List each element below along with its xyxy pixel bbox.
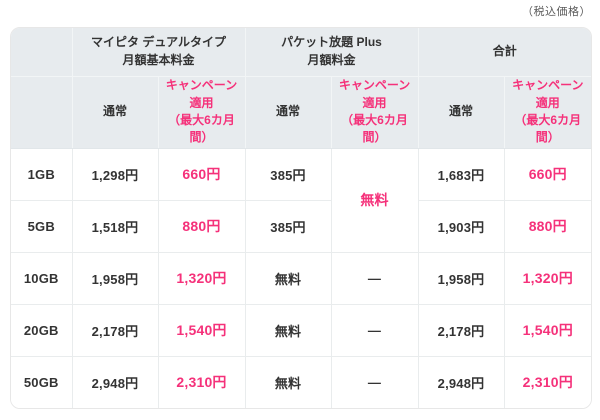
- packet-normal-cell: 385円: [245, 200, 332, 253]
- mypita-campaign-cell: 1,320円: [158, 252, 246, 305]
- total-campaign-cell: 880円: [504, 200, 591, 253]
- packet-campaign-merged-cell: 無料: [331, 148, 419, 253]
- mypita-campaign-cell: 1,540円: [158, 304, 246, 357]
- packet-normal-cell: 385円: [245, 148, 332, 201]
- plan-cell: 50GB: [11, 356, 73, 408]
- subheader-packet-campaign: キャンペーン 適用 （最大6カ月 間）: [331, 76, 419, 149]
- packet-campaign-cell: —: [331, 356, 419, 408]
- table-row-1gb: 1GB 1,298円 660円 385円 無料 1,683円 660円: [11, 148, 591, 253]
- group-header-total: 合計: [418, 28, 591, 77]
- mypita-campaign-cell: 660円: [158, 148, 246, 201]
- sub-header-row: 通常 キャンペーン 適用 （最大6カ月 間） 通常 キャンペーン 適用 （最大6…: [11, 76, 591, 149]
- packet-normal-cell: 無料: [245, 356, 332, 408]
- corner-cell-2: [11, 76, 73, 149]
- subheader-packet-normal: 通常: [245, 76, 332, 149]
- plan-cell: 20GB: [11, 304, 73, 357]
- total-normal-cell: 1,958円: [418, 252, 505, 305]
- total-campaign-cell: 660円: [504, 148, 591, 201]
- total-campaign-cell: 1,320円: [504, 252, 591, 305]
- table-row-20gb: 20GB 2,178円 1,540円 無料 — 2,178円 1,540円: [11, 304, 591, 357]
- total-normal-cell: 1,903円: [418, 200, 505, 253]
- subheader-mypita-campaign: キャンペーン 適用 （最大6カ月 間）: [158, 76, 246, 149]
- mypita-normal-cell: 2,178円: [72, 304, 159, 357]
- packet-campaign-cell: —: [331, 304, 419, 357]
- pricing-table: マイピタ デュアルタイプ 月額基本料金 パケット放題 Plus 月額料金 合計 …: [11, 28, 591, 408]
- plan-cell: 10GB: [11, 252, 73, 305]
- packet-normal-cell: 無料: [245, 252, 332, 305]
- total-campaign-cell: 2,310円: [504, 356, 591, 408]
- group-header-row: マイピタ デュアルタイプ 月額基本料金 パケット放題 Plus 月額料金 合計: [11, 28, 591, 77]
- mypita-campaign-cell: 880円: [158, 200, 246, 253]
- table-row-50gb: 50GB 2,948円 2,310円 無料 — 2,948円 2,310円: [11, 356, 591, 408]
- corner-cell: [11, 28, 73, 77]
- group-header-mypita: マイピタ デュアルタイプ 月額基本料金: [72, 28, 246, 77]
- subheader-total-normal: 通常: [418, 76, 505, 149]
- table-row-5gb: 5GB 1,518円 880円 385円 1,903円 880円: [11, 200, 591, 253]
- total-normal-cell: 1,683円: [418, 148, 505, 201]
- group-header-packet: パケット放題 Plus 月額料金: [245, 28, 419, 77]
- total-campaign-cell: 1,540円: [504, 304, 591, 357]
- pricing-table-container: マイピタ デュアルタイプ 月額基本料金 パケット放題 Plus 月額料金 合計 …: [10, 27, 592, 409]
- subheader-total-campaign: キャンペーン 適用 （最大6カ月 間）: [504, 76, 591, 149]
- subheader-mypita-normal: 通常: [72, 76, 159, 149]
- plan-cell: 5GB: [11, 200, 73, 253]
- packet-normal-cell: 無料: [245, 304, 332, 357]
- mypita-campaign-cell: 2,310円: [158, 356, 246, 408]
- mypita-normal-cell: 1,958円: [72, 252, 159, 305]
- table-row-10gb: 10GB 1,958円 1,320円 無料 — 1,958円 1,320円: [11, 252, 591, 305]
- mypita-normal-cell: 1,518円: [72, 200, 159, 253]
- packet-campaign-cell: —: [331, 252, 419, 305]
- plan-cell: 1GB: [11, 148, 73, 201]
- total-normal-cell: 2,178円: [418, 304, 505, 357]
- mypita-normal-cell: 2,948円: [72, 356, 159, 408]
- mypita-normal-cell: 1,298円: [72, 148, 159, 201]
- total-normal-cell: 2,948円: [418, 356, 505, 408]
- tax-included-note: （税込価格）: [522, 6, 591, 18]
